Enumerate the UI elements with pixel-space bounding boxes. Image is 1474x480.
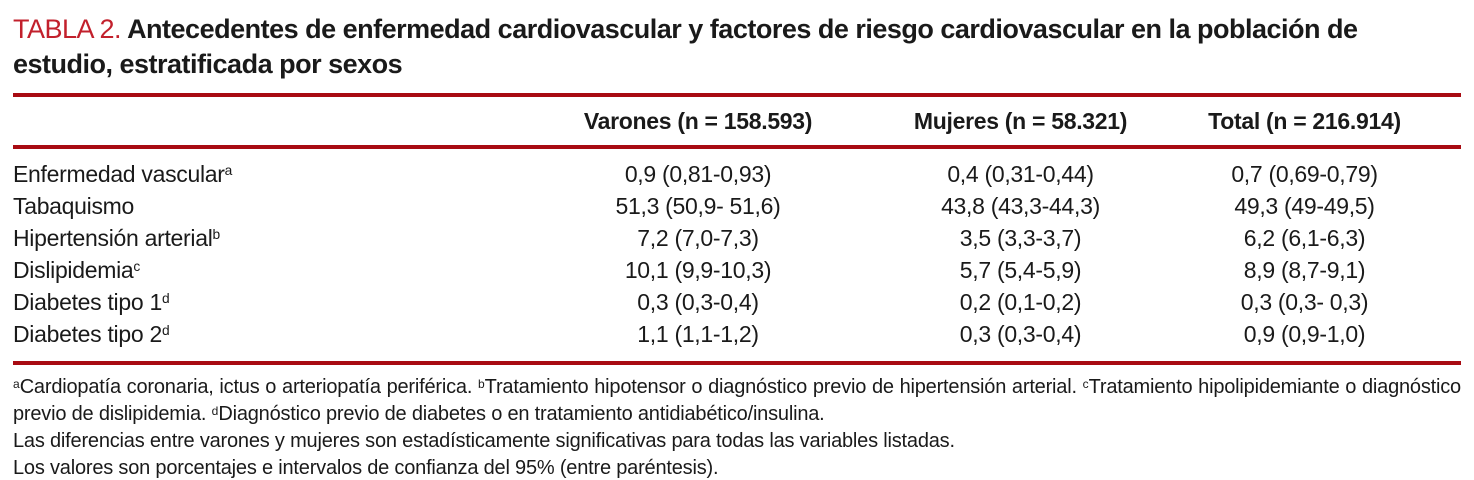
column-header: Total (n = 216.914) (1208, 107, 1401, 134)
table-body: Enfermedad vasculara 0,9 (0,81-0,93) 0,4 (… (13, 149, 1461, 361)
row-label: Diabetes tipo 1d (13, 288, 170, 315)
value-cell: 3,5 (3,3-3,7) (959, 224, 1082, 251)
value-cell: 0,2 (0,1-0,2) (959, 288, 1082, 315)
table-row: Diabetes tipo 1d 0,3 (0,3-0,4) 0,2 (0,1-0,… (13, 286, 1461, 318)
table-row: Dislipidemiac 10,1 (9,9-10,3) 5,7 (5,4-5,9… (13, 254, 1461, 286)
table-header-row: Varones (n = 158.593) Mujeres (n = 58.321… (13, 97, 1461, 145)
value-cell: 0,9 (0,81-0,93) (624, 160, 772, 187)
value-cell: 0,3 (0,3- 0,3) (1240, 288, 1369, 315)
table-title-text: Antecedentes de enfermedad cardiovascula… (13, 14, 1358, 79)
row-label-superscript: c (133, 258, 141, 274)
value-cell: 0,3 (0,3-0,4) (959, 320, 1082, 347)
value-cell: 0,4 (0,31-0,44) (947, 160, 1094, 187)
footnote-note: Las diferencias entre varones y mujeres … (13, 430, 955, 452)
table-row: Hipertensión arterialb 7,2 (7,0-7,3) 3,5 (… (13, 222, 1461, 254)
value-cell: 0,3 (0,3-0,4) (637, 288, 759, 315)
value-cell: 8,9 (8,7-9,1) (1243, 256, 1366, 283)
footnote-notes: Las diferencias entre varones y mujeres … (13, 428, 1461, 480)
table-row: Diabetes tipo 2d 1,1 (1,1-1,2) 0,3 (0,3-0,… (13, 318, 1461, 350)
value-cell: 6,2 (6,1-6,3) (1243, 224, 1366, 251)
footnote-note: Los valores son porcentajes e intervalos… (13, 457, 719, 479)
value-cell: 43,8 (43,3-44,3) (941, 192, 1100, 219)
footnotes: aCardiopatía coronaria, ictus o arteriop… (13, 374, 1461, 480)
row-label: Diabetes tipo 2d (13, 320, 170, 347)
table-number-kicker: TABLA 2. (13, 14, 122, 44)
value-cell: 0,7 (0,69-0,79) (1231, 160, 1378, 187)
row-label-superscript: b (212, 226, 221, 242)
table-row: Enfermedad vasculara 0,9 (0,81-0,93) 0,4 (… (13, 158, 1461, 190)
footnote-superscript: a (13, 377, 20, 391)
footnote-definitions: aCardiopatía coronaria, ictus o arteriop… (13, 376, 1461, 425)
row-label: Hipertensión arterialb (13, 224, 221, 251)
bottom-rule (13, 361, 1461, 365)
row-label-superscript: d (161, 290, 170, 306)
row-label-superscript: a (224, 162, 233, 178)
footnote-superscript: d (211, 404, 219, 418)
value-cell: 49,3 (49-49,5) (1234, 192, 1375, 219)
value-cell: 51,3 (50,9- 51,6) (615, 192, 781, 219)
table-title: TABLA 2. Antecedentes de enfermedad card… (13, 12, 1425, 82)
value-cell: 1,1 (1,1-1,2) (637, 320, 759, 347)
value-cell: 5,7 (5,4-5,9) (959, 256, 1082, 283)
footnote-superscript: c (1082, 377, 1089, 391)
value-cell: 7,2 (7,0-7,3) (637, 224, 759, 251)
value-cell: 10,1 (9,9-10,3) (624, 256, 772, 283)
footnote-superscript: b (477, 377, 485, 391)
column-header: Varones (n = 158.593) (583, 107, 813, 134)
column-header: Mujeres (n = 58.321) (913, 107, 1128, 134)
row-label: Enfermedad vasculara (13, 160, 233, 187)
table-row: Tabaquismo 51,3 (50,9- 51,6) 43,8 (43,3-44… (13, 190, 1461, 222)
value-cell: 0,9 (0,9-1,0) (1243, 320, 1366, 347)
row-label: Dislipidemiac (13, 256, 141, 283)
row-label: Tabaquismo (13, 192, 135, 219)
header-rule (13, 145, 1461, 149)
top-rule (13, 93, 1461, 97)
row-label-superscript: d (161, 322, 170, 338)
